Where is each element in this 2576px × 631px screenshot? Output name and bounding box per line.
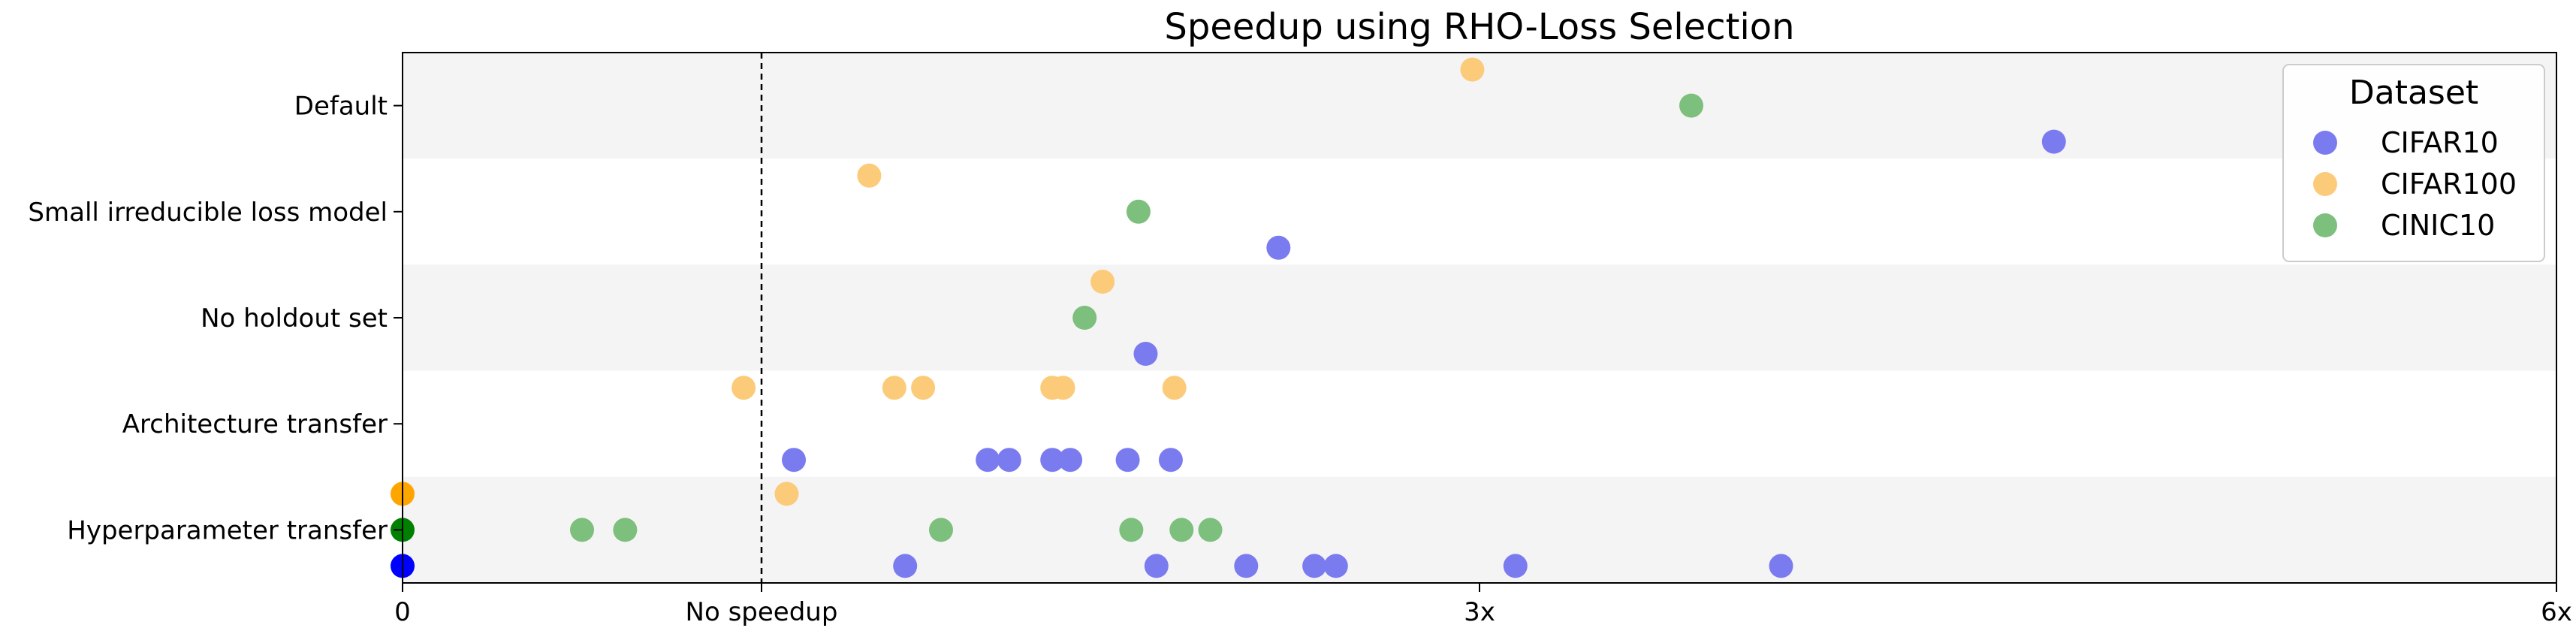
legend-label: CIFAR10 [2381, 126, 2499, 159]
x-axis-ticks: 0 No speedup 3x 6x [394, 583, 2572, 627]
legend-label: CINIC10 [2381, 209, 2495, 242]
category-bands [403, 53, 2556, 583]
series-cifar10 [391, 129, 2066, 578]
y-axis-ticks: Default Small irreducible loss model No ho… [28, 92, 403, 545]
band-small-irreducible-loss-model [403, 159, 2556, 265]
data-point [1162, 376, 1187, 400]
data-point [782, 448, 807, 472]
data-point [1198, 518, 1223, 542]
data-point [1302, 554, 1327, 578]
legend-box [2282, 64, 2545, 262]
data-point [997, 448, 1021, 472]
data-point [1323, 554, 1348, 578]
legend-marker [2313, 131, 2337, 155]
data-point [1503, 554, 1528, 578]
legend: Dataset CIFAR10 CIFAR100 CINIC10 [2282, 64, 2545, 262]
data-point [1679, 93, 1704, 118]
series-cifar100 [391, 57, 1485, 506]
chart-title: Speedup using RHO-Loss Selection [1164, 6, 1794, 48]
data-point [1040, 448, 1065, 472]
x-tick-label: 3x [1464, 597, 1495, 627]
data-point [731, 376, 756, 400]
data-point [893, 554, 918, 578]
data-point [774, 482, 799, 506]
data-point [857, 163, 882, 188]
legend-marker [2313, 172, 2337, 196]
data-point [929, 518, 953, 542]
data-point [2041, 129, 2066, 154]
data-point [1769, 554, 1793, 578]
y-tick-label: Default [294, 92, 388, 122]
legend-title: Dataset [2349, 74, 2478, 112]
data-point [1169, 518, 1194, 542]
y-tick-label: Small irreducible loss model [28, 198, 388, 228]
data-point [1115, 448, 1140, 472]
x-tick-label: 0 [394, 597, 411, 627]
data-point [1266, 235, 1291, 260]
data-point [1460, 57, 1485, 82]
legend-label: CIFAR100 [2381, 168, 2517, 201]
data-point [976, 448, 1000, 472]
data-point [570, 518, 594, 542]
y-tick-label: No holdout set [201, 303, 388, 334]
data-point [1133, 342, 1158, 366]
band-architecture-transfer [403, 370, 2556, 477]
data-point [911, 376, 936, 400]
band-no-holdout-set [403, 264, 2556, 371]
data-point [882, 376, 906, 400]
data-point [1090, 270, 1115, 294]
data-point [613, 518, 638, 542]
x-tick-label: 6x [2541, 597, 2572, 627]
y-tick-label: Architecture transfer [122, 409, 388, 439]
data-point [1051, 376, 1075, 400]
data-point [1144, 554, 1169, 578]
data-point [1234, 554, 1259, 578]
data-point [1119, 518, 1144, 542]
series-cinic10 [391, 93, 1704, 542]
band-hyperparameter-transfer [403, 476, 2556, 583]
data-points [391, 57, 2066, 578]
legend-marker [2313, 213, 2337, 237]
data-point [1072, 306, 1097, 330]
data-point [1126, 199, 1151, 224]
x-tick-label: No speedup [686, 597, 838, 627]
data-point [1158, 448, 1183, 472]
data-point [1058, 448, 1083, 472]
y-tick-label: Hyperparameter transfer [67, 515, 388, 545]
